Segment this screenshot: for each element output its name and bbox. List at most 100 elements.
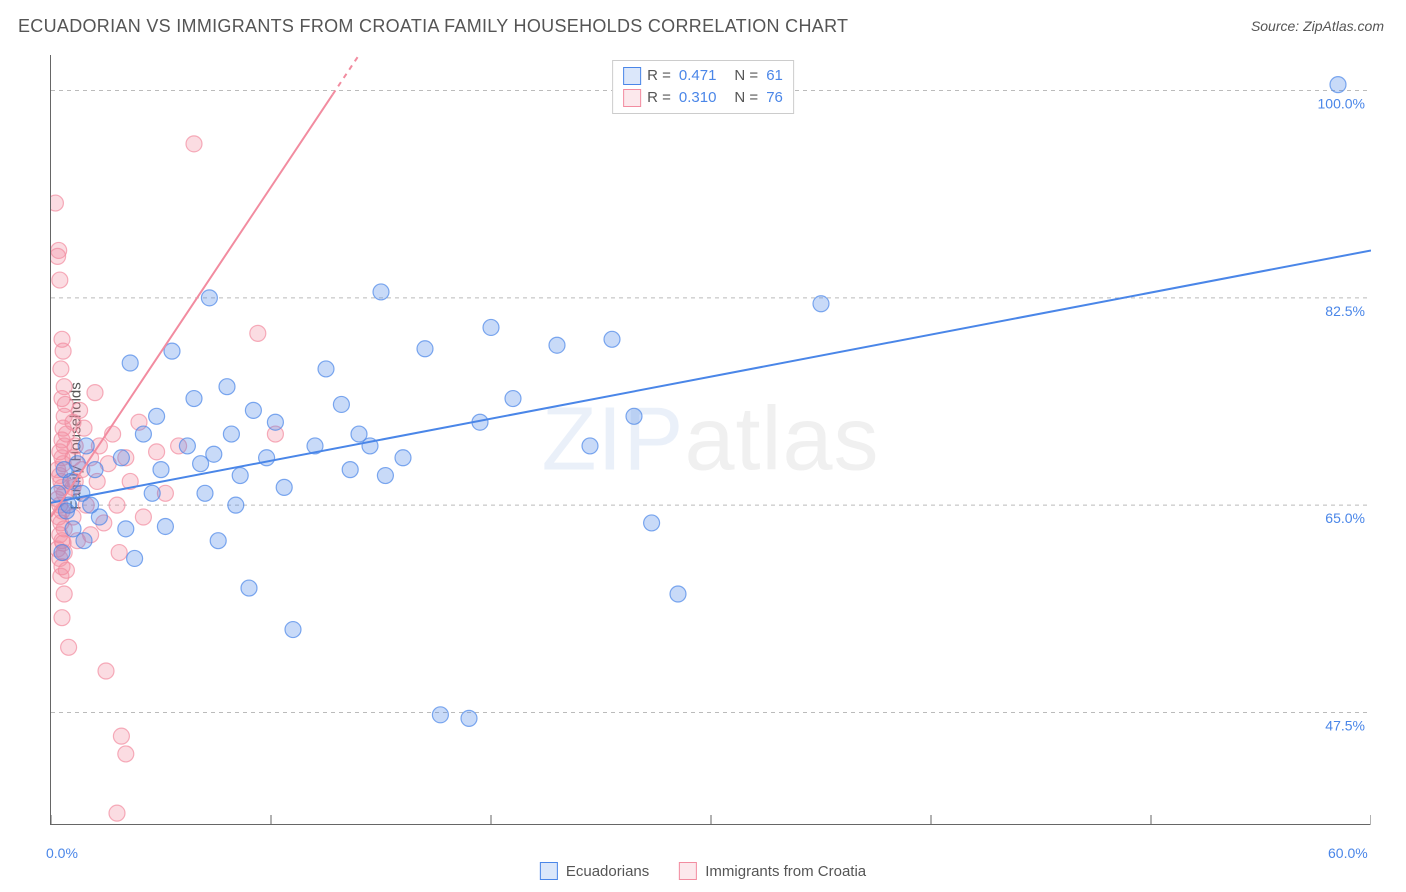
trend-line xyxy=(51,250,1371,502)
data-point xyxy=(505,391,521,407)
data-point xyxy=(76,533,92,549)
data-point xyxy=(417,341,433,357)
data-point xyxy=(201,290,217,306)
data-point xyxy=(127,550,143,566)
data-point xyxy=(219,379,235,395)
data-point xyxy=(113,450,129,466)
data-point xyxy=(149,408,165,424)
data-point xyxy=(87,385,103,401)
legend-series: Ecuadorians Immigrants from Croatia xyxy=(540,862,866,880)
legend-n-label: N = xyxy=(734,65,758,87)
data-point xyxy=(109,805,125,821)
data-point xyxy=(153,462,169,478)
data-point xyxy=(626,408,642,424)
data-point xyxy=(51,195,63,211)
data-point xyxy=(644,515,660,531)
data-point xyxy=(267,414,283,430)
legend-series-item: Immigrants from Croatia xyxy=(679,862,866,880)
data-point xyxy=(149,444,165,460)
data-point xyxy=(432,707,448,723)
data-point xyxy=(118,521,134,537)
data-point xyxy=(483,319,499,335)
data-point xyxy=(582,438,598,454)
data-point xyxy=(318,361,334,377)
legend-n-label: N = xyxy=(734,87,758,109)
data-point xyxy=(223,426,239,442)
data-point xyxy=(333,396,349,412)
legend-series-name: Ecuadorians xyxy=(566,863,649,880)
legend-n-value: 76 xyxy=(766,87,783,109)
data-point xyxy=(377,468,393,484)
data-point xyxy=(604,331,620,347)
data-point xyxy=(197,485,213,501)
data-point xyxy=(813,296,829,312)
source-name: ZipAtlas.com xyxy=(1303,18,1384,34)
data-point xyxy=(186,136,202,152)
data-point xyxy=(135,426,151,442)
data-point xyxy=(276,479,292,495)
data-point xyxy=(118,746,134,762)
data-point xyxy=(461,710,477,726)
data-point xyxy=(76,420,92,436)
data-point xyxy=(53,568,69,584)
data-point xyxy=(250,325,266,341)
data-point xyxy=(52,272,68,288)
data-point xyxy=(241,580,257,596)
legend-stats-row: R = 0.310 N = 76 xyxy=(623,87,783,109)
data-point xyxy=(206,446,222,462)
data-point xyxy=(54,545,70,561)
data-point xyxy=(157,518,173,534)
legend-r-label: R = xyxy=(647,65,671,87)
data-point xyxy=(109,497,125,513)
chart-title: ECUADORIAN VS IMMIGRANTS FROM CROATIA FA… xyxy=(18,16,848,37)
y-tick-label: 100.0% xyxy=(1318,96,1365,112)
data-point xyxy=(78,438,94,454)
data-point xyxy=(87,462,103,478)
data-point xyxy=(98,663,114,679)
legend-swatch xyxy=(623,89,641,107)
legend-stats: R = 0.471N = 61R = 0.310N = 76 xyxy=(612,60,794,114)
source-prefix: Source: xyxy=(1251,18,1303,34)
data-point xyxy=(232,468,248,484)
data-point xyxy=(113,728,129,744)
scatter-plot: 47.5%65.0%82.5%100.0% ZIPatlas xyxy=(50,55,1370,825)
data-point xyxy=(135,509,151,525)
data-point xyxy=(179,438,195,454)
source-credit: Source: ZipAtlas.com xyxy=(1251,18,1384,34)
data-point xyxy=(670,586,686,602)
legend-stats-row: R = 0.471N = 61 xyxy=(623,65,783,87)
y-tick-label: 65.0% xyxy=(1325,510,1365,526)
data-point xyxy=(111,545,127,561)
data-point xyxy=(72,402,88,418)
data-point xyxy=(53,361,69,377)
legend-r-label: R = xyxy=(647,87,671,109)
data-point xyxy=(54,610,70,626)
data-point xyxy=(122,355,138,371)
legend-series-name: Immigrants from Croatia xyxy=(705,863,866,880)
legend-r-value: 0.471 xyxy=(679,65,717,87)
trend-line-dashed xyxy=(333,55,359,95)
legend-swatch xyxy=(679,862,697,880)
data-point xyxy=(144,485,160,501)
data-point xyxy=(342,462,358,478)
legend-swatch xyxy=(623,67,641,85)
legend-swatch xyxy=(540,862,558,880)
data-point xyxy=(51,242,67,258)
data-point xyxy=(1330,77,1346,93)
data-point xyxy=(228,497,244,513)
trend-line xyxy=(51,95,333,517)
data-point xyxy=(395,450,411,466)
data-point xyxy=(91,509,107,525)
legend-r-value: 0.310 xyxy=(679,87,717,109)
plot-svg: 47.5%65.0%82.5%100.0% xyxy=(51,55,1371,825)
legend-series-item: Ecuadorians xyxy=(540,862,649,880)
data-point xyxy=(549,337,565,353)
data-point xyxy=(61,639,77,655)
x-tick-label: 60.0% xyxy=(1328,845,1368,861)
data-point xyxy=(56,586,72,602)
data-point xyxy=(373,284,389,300)
data-point xyxy=(55,343,71,359)
data-point xyxy=(186,391,202,407)
data-point xyxy=(245,402,261,418)
data-point xyxy=(285,622,301,638)
